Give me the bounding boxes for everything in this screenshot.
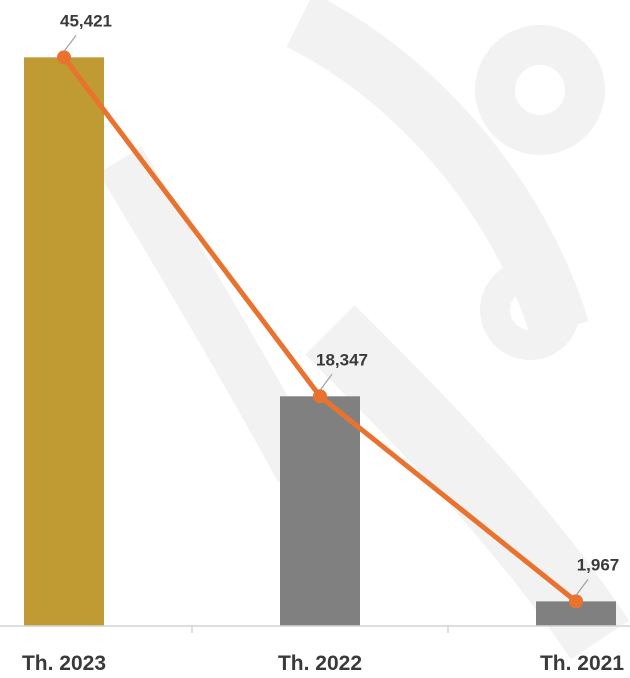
- trend-line-series: [57, 50, 583, 609]
- data-label-2: 18,347: [316, 350, 368, 369]
- line-point-2: [313, 389, 327, 404]
- x-tick-label-1: Th. 2023: [22, 652, 106, 675]
- line-point-3: [569, 594, 583, 609]
- x-axis: [0, 625, 630, 633]
- line-point-1: [57, 50, 71, 65]
- data-label-3: 1,967: [577, 555, 620, 574]
- data-label-1: 45,421: [60, 11, 112, 30]
- data-labels: 45,421 18,347 1,967: [60, 11, 620, 596]
- x-tick-label-3: Th. 2021: [540, 652, 624, 675]
- x-tick-label-2: Th. 2022: [278, 652, 362, 675]
- x-axis-tick-labels: Th. 2023 Th. 2022 Th. 2021: [22, 652, 624, 675]
- bar-2: [280, 396, 360, 626]
- data-label-leader-2: [319, 373, 333, 391]
- bar-series: [24, 57, 616, 626]
- data-label-leader-3: [575, 579, 589, 596]
- data-label-leader-1: [63, 34, 77, 52]
- bar-1: [24, 57, 104, 626]
